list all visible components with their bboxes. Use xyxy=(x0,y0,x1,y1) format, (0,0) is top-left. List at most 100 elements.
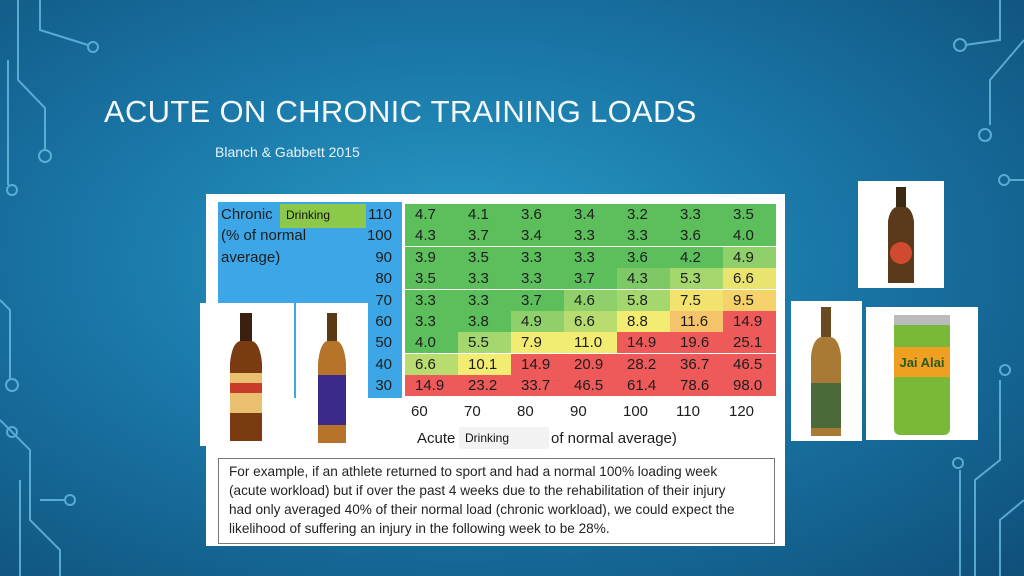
cell: 3.3 xyxy=(511,268,564,290)
column-label: 80 xyxy=(517,403,534,420)
cell: 25.1 xyxy=(723,332,776,354)
cell: 3.3 xyxy=(564,225,617,247)
column-label: 60 xyxy=(411,403,428,420)
row-label: 100 xyxy=(366,227,392,245)
row-label: 30 xyxy=(375,377,392,395)
cell: 6.6 xyxy=(564,311,617,332)
row-axis-label: Chronic xyxy=(221,206,273,223)
cell: 3.3 xyxy=(458,268,511,290)
can-photo: Jai Alai xyxy=(866,307,978,440)
cell: 3.7 xyxy=(564,268,617,290)
cell: 3.6 xyxy=(670,225,723,247)
column-axis-label: of normal average) xyxy=(551,430,677,447)
cell: 4.7 xyxy=(405,204,458,225)
row-axis-label: average) xyxy=(221,248,281,266)
cell: 4.6 xyxy=(564,289,617,311)
cell: 14.9 xyxy=(405,375,458,397)
cell: 3.6 xyxy=(617,246,670,268)
cell: 14.9 xyxy=(723,311,776,332)
row-label: 40 xyxy=(375,355,392,373)
caption-line: likelihood of suffering an injury in the… xyxy=(229,521,610,536)
cell: 4.3 xyxy=(617,268,670,290)
cell: 4.3 xyxy=(405,225,458,247)
row-label: 110 xyxy=(368,206,392,223)
bottle-photo xyxy=(791,301,862,441)
cell: 20.9 xyxy=(564,353,617,375)
cell: 3.3 xyxy=(511,246,564,268)
cell: 10.1 xyxy=(458,353,511,375)
cell: 3.2 xyxy=(617,204,670,225)
cell: 28.2 xyxy=(617,353,670,375)
caption-line: (acute workload) but if over the past 4 … xyxy=(229,483,726,498)
cell: 5.5 xyxy=(458,332,511,354)
cell: 6.6 xyxy=(405,353,458,375)
cell: 6.6 xyxy=(723,268,776,290)
subtitle: Blanch & Gabbett 2015 xyxy=(215,144,360,160)
cell: 3.4 xyxy=(511,225,564,247)
bottle-photo xyxy=(858,181,944,288)
row-axis-label: (% of normal xyxy=(221,227,307,245)
cell: 3.7 xyxy=(511,289,564,311)
cell: 3.5 xyxy=(405,268,458,290)
cell: 7.5 xyxy=(670,289,723,311)
cell: 78.6 xyxy=(670,375,723,397)
overlay-label: Drinking xyxy=(280,204,366,228)
cell: 3.5 xyxy=(458,246,511,268)
cell: 3.3 xyxy=(405,289,458,311)
row-label: 90 xyxy=(375,248,392,266)
cell: 98.0 xyxy=(723,375,776,397)
row-label: 70 xyxy=(375,291,392,309)
cell: 33.7 xyxy=(511,375,564,397)
cell: 4.0 xyxy=(405,332,458,354)
cell: 61.4 xyxy=(617,375,670,397)
cell: 3.8 xyxy=(458,311,511,332)
column-label: 100 xyxy=(623,403,649,420)
cell: 4.9 xyxy=(511,311,564,332)
row-label: 50 xyxy=(375,334,392,352)
cell: 4.0 xyxy=(723,225,776,247)
cell: 14.9 xyxy=(511,353,564,375)
bottle-photo xyxy=(200,303,294,446)
cell: 3.3 xyxy=(617,225,670,247)
cell: 3.3 xyxy=(405,311,458,332)
cell: 3.4 xyxy=(564,204,617,225)
cell: 5.3 xyxy=(670,268,723,290)
cell: 3.3 xyxy=(670,204,723,225)
cell: 4.1 xyxy=(458,204,511,225)
cell: 23.2 xyxy=(458,375,511,397)
bottle-photo xyxy=(296,303,368,449)
cell: 4.9 xyxy=(723,246,776,268)
title: ACUTE ON CHRONIC TRAINING LOADS xyxy=(104,94,697,129)
bottle xyxy=(811,307,841,436)
cell: 9.5 xyxy=(723,289,776,311)
column-label: 70 xyxy=(464,403,481,420)
column-label: 110 xyxy=(676,403,700,420)
column-label: 90 xyxy=(570,403,587,420)
cell: 7.9 xyxy=(511,332,564,354)
cell: 3.9 xyxy=(405,246,458,268)
cell: 3.6 xyxy=(511,204,564,225)
cell: 8.8 xyxy=(617,311,670,332)
bottle xyxy=(318,313,346,443)
bottle xyxy=(230,313,262,441)
caption-line: For example, if an athlete returned to s… xyxy=(229,464,718,479)
cell: 19.6 xyxy=(670,332,723,354)
cell: 4.2 xyxy=(670,246,723,268)
cell: 3.3 xyxy=(458,289,511,311)
cell: 3.3 xyxy=(564,246,617,268)
cell: 3.5 xyxy=(723,204,776,225)
cell: 46.5 xyxy=(723,353,776,375)
row-label: 60 xyxy=(375,313,392,330)
cell: 11.6 xyxy=(670,311,723,332)
column-label: 120 xyxy=(729,403,755,420)
cell: 11.0 xyxy=(564,332,617,354)
cell: 14.9 xyxy=(617,332,670,354)
cell: 3.7 xyxy=(458,225,511,247)
cell: 36.7 xyxy=(670,353,723,375)
overlay-label: Drinking xyxy=(459,427,549,449)
can: Jai Alai xyxy=(894,315,950,435)
row-label: 80 xyxy=(375,270,392,288)
cell: 46.5 xyxy=(564,375,617,397)
